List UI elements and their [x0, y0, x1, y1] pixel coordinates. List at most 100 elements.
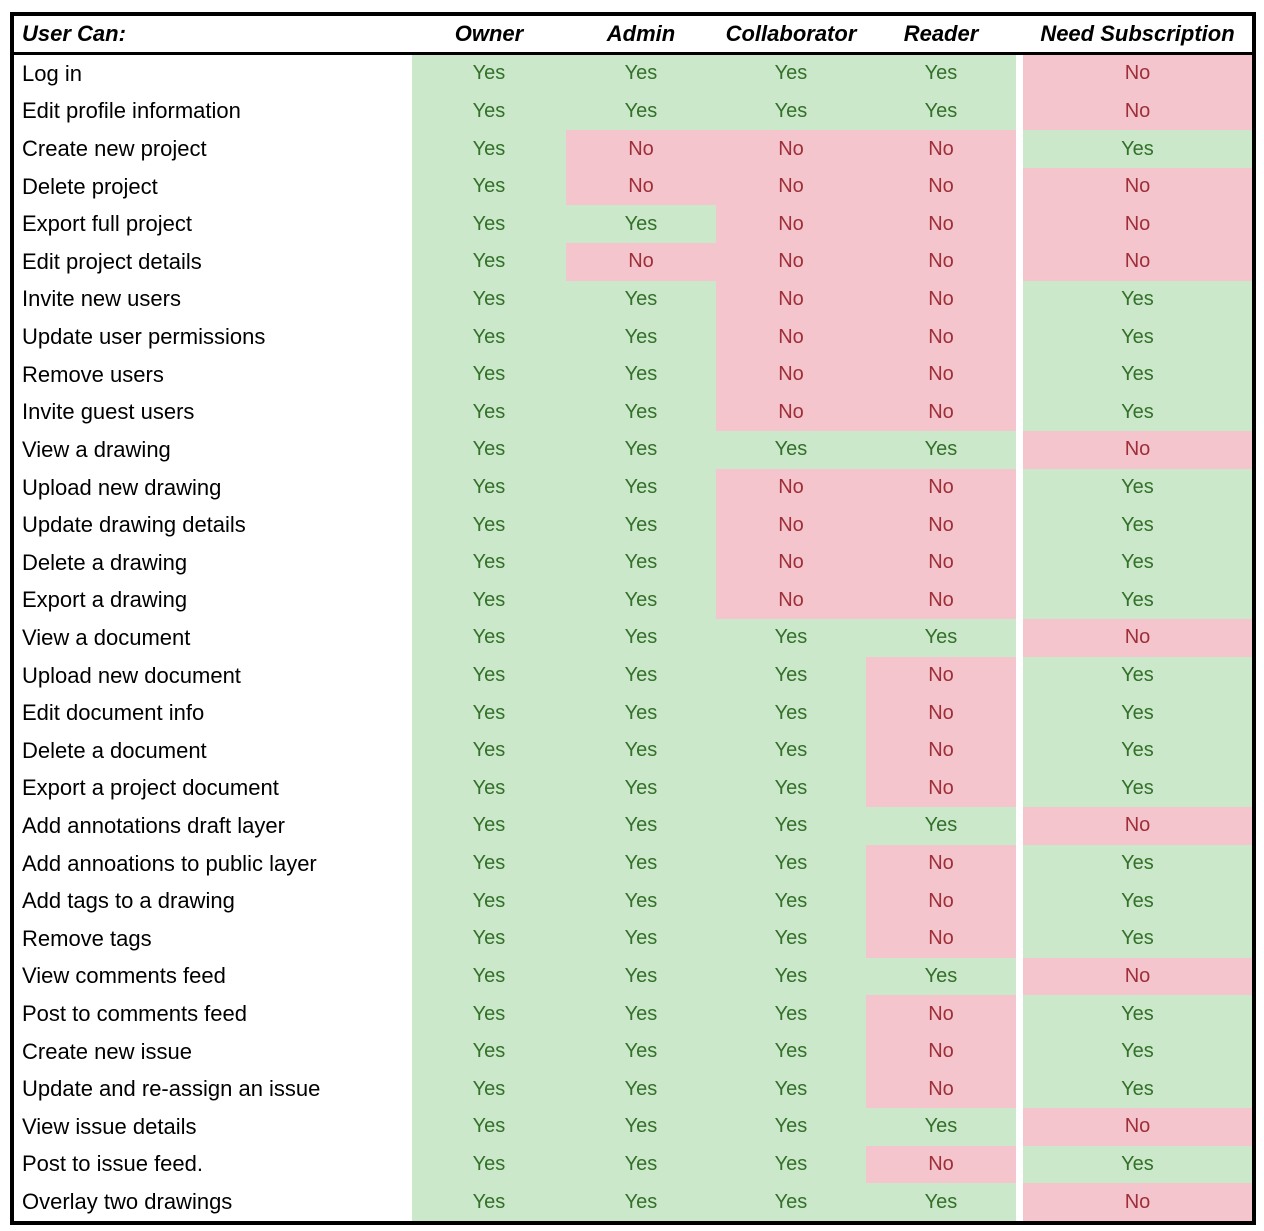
cell-need-subscription: Yes [1023, 543, 1252, 582]
column-gap [1016, 656, 1023, 695]
row-label: Export full project [14, 205, 412, 244]
header-need-subscription: Need Subscription [1040, 21, 1235, 46]
cell-need-subscription: Yes [1023, 581, 1252, 620]
cell-need-subscription: Yes [1023, 844, 1252, 883]
cell-reader: No [866, 130, 1016, 168]
table-row: Upload new drawing Yes Yes No No Yes [14, 468, 1252, 507]
cell-need-subscription: No [1023, 205, 1252, 244]
column-gap [1016, 995, 1023, 1033]
cell-need-subscription: Yes [1023, 280, 1252, 319]
column-gap [1016, 393, 1023, 432]
row-label: Log in [14, 55, 412, 93]
cell-collaborator: Yes [716, 694, 866, 732]
cell-reader: No [866, 581, 1016, 620]
cell-admin: Yes [566, 619, 716, 657]
header-reader: Reader [903, 21, 979, 46]
row-label: Upload new document [14, 656, 412, 695]
cell-reader: Yes [866, 1108, 1016, 1146]
table-body: Log in Yes Yes Yes Yes No Edit profile i… [14, 55, 1252, 1221]
cell-reader: No [866, 318, 1016, 356]
cell-need-subscription: Yes [1023, 769, 1252, 808]
cell-reader: Yes [866, 957, 1016, 996]
column-gap [1016, 920, 1023, 958]
column-gap [1016, 1183, 1023, 1221]
row-label: Create new project [14, 130, 412, 168]
cell-owner: Yes [412, 55, 566, 93]
table-row: Export full project Yes Yes No No No [14, 205, 1252, 244]
row-label: Overlay two drawings [14, 1183, 412, 1221]
cell-collaborator: Yes [716, 431, 866, 469]
cell-collaborator: No [716, 243, 866, 281]
column-gap [1016, 844, 1023, 883]
cell-admin: Yes [566, 431, 716, 469]
cell-owner: Yes [412, 619, 566, 657]
cell-reader: Yes [866, 92, 1016, 131]
cell-admin: Yes [566, 656, 716, 695]
cell-reader: No [866, 1145, 1016, 1184]
column-gap [1016, 92, 1023, 131]
cell-admin: Yes [566, 280, 716, 319]
row-label: Export a project document [14, 769, 412, 808]
column-gap [1016, 619, 1023, 657]
row-label: View a drawing [14, 431, 412, 469]
column-gap [1016, 769, 1023, 808]
cell-reader: No [866, 205, 1016, 244]
cell-reader: No [866, 1032, 1016, 1071]
cell-collaborator: No [716, 280, 866, 319]
cell-reader: No [866, 769, 1016, 808]
cell-owner: Yes [412, 1145, 566, 1184]
row-label: Invite guest users [14, 393, 412, 432]
table-row: Delete a drawing Yes Yes No No Yes [14, 543, 1252, 582]
cell-admin: Yes [566, 731, 716, 770]
cell-collaborator: Yes [716, 55, 866, 93]
column-gap [1016, 581, 1023, 620]
cell-need-subscription: Yes [1023, 882, 1252, 921]
table-row: Create new project Yes No No No Yes [14, 130, 1252, 168]
row-label: View comments feed [14, 957, 412, 996]
row-label: Update and re-assign an issue [14, 1070, 412, 1109]
column-gap [1016, 318, 1023, 356]
cell-collaborator: No [716, 167, 866, 206]
cell-admin: Yes [566, 920, 716, 958]
cell-reader: No [866, 656, 1016, 695]
cell-need-subscription: Yes [1023, 1032, 1252, 1071]
cell-need-subscription: No [1023, 619, 1252, 657]
table-row: Update and re-assign an issue Yes Yes Ye… [14, 1070, 1252, 1109]
cell-collaborator: No [716, 130, 866, 168]
cell-need-subscription: No [1023, 92, 1252, 131]
cell-reader: No [866, 468, 1016, 507]
cell-need-subscription: Yes [1023, 130, 1252, 168]
cell-collaborator: Yes [716, 656, 866, 695]
cell-owner: Yes [412, 807, 566, 845]
header-column-gap [1016, 16, 1023, 52]
column-gap [1016, 543, 1023, 582]
cell-reader: Yes [866, 1183, 1016, 1221]
cell-owner: Yes [412, 468, 566, 507]
cell-owner: Yes [412, 1108, 566, 1146]
cell-reader: No [866, 844, 1016, 883]
table-row: Export a project document Yes Yes Yes No… [14, 769, 1252, 808]
cell-collaborator: No [716, 318, 866, 356]
cell-collaborator: No [716, 393, 866, 432]
cell-collaborator: Yes [716, 807, 866, 845]
cell-owner: Yes [412, 543, 566, 582]
column-gap [1016, 130, 1023, 168]
cell-admin: Yes [566, 957, 716, 996]
row-label: Edit profile information [14, 92, 412, 131]
table-row: Delete project Yes No No No No [14, 167, 1252, 206]
table-row: Update user permissions Yes Yes No No Ye… [14, 318, 1252, 356]
column-gap [1016, 807, 1023, 845]
row-label: Update user permissions [14, 318, 412, 356]
cell-admin: Yes [566, 694, 716, 732]
row-label: Add annoations to public layer [14, 844, 412, 883]
cell-admin: Yes [566, 1032, 716, 1071]
column-gap [1016, 957, 1023, 996]
cell-admin: Yes [566, 1108, 716, 1146]
table-row: Add tags to a drawing Yes Yes Yes No Yes [14, 882, 1252, 921]
table-row: Invite new users Yes Yes No No Yes [14, 280, 1252, 319]
row-label: View a document [14, 619, 412, 657]
cell-collaborator: Yes [716, 1032, 866, 1071]
row-label: View issue details [14, 1108, 412, 1146]
cell-reader: No [866, 1070, 1016, 1109]
column-gap [1016, 1145, 1023, 1184]
